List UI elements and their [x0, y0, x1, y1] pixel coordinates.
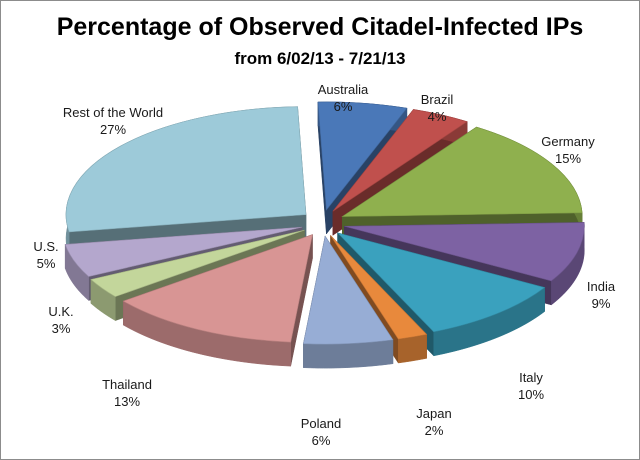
label-rest-of-the-world: Rest of the World: [63, 105, 163, 120]
label-u-k: U.K.: [48, 304, 73, 319]
label-brazil: Brazil: [421, 92, 454, 107]
value-poland: 6%: [312, 433, 331, 448]
value-india: 9%: [592, 296, 611, 311]
label-australia: Australia: [318, 82, 369, 97]
label-thailand: Thailand: [102, 377, 152, 392]
pie-slice-thailand: [122, 234, 313, 367]
chart-subtitle: from 6/02/13 - 7/21/13: [234, 49, 406, 68]
label-u-s: U.S.: [33, 239, 58, 254]
label-poland: Poland: [301, 416, 341, 431]
value-australia: 6%: [334, 99, 353, 114]
value-brazil: 4%: [428, 109, 447, 124]
value-rest-of-the-world: 27%: [100, 122, 126, 137]
value-thailand: 13%: [114, 394, 140, 409]
value-u-k: 3%: [52, 321, 71, 336]
label-italy: Italy: [519, 370, 543, 385]
chart-title: Percentage of Observed Citadel-Infected …: [56, 13, 584, 41]
label-japan: Japan: [416, 406, 451, 421]
value-u-s: 5%: [37, 256, 56, 271]
value-germany: 15%: [555, 151, 581, 166]
value-japan: 2%: [425, 423, 444, 438]
pie-slice-poland: [303, 235, 394, 369]
label-india: India: [587, 279, 616, 294]
value-italy: 10%: [518, 387, 544, 402]
label-germany: Germany: [541, 134, 595, 149]
